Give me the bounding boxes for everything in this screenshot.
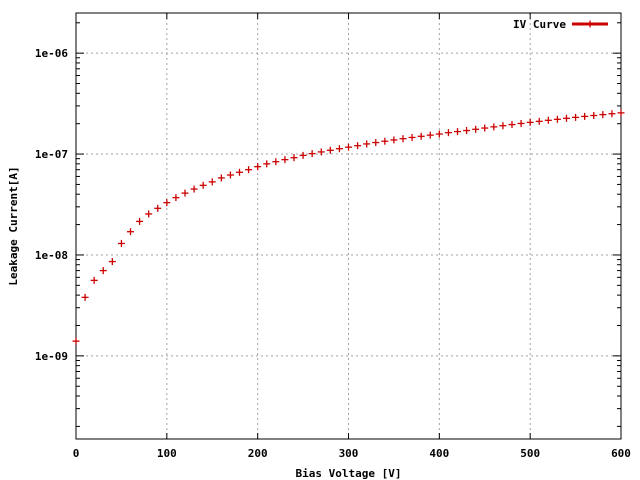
x-tick-label: 400 <box>429 447 449 460</box>
data-point <box>308 150 316 158</box>
x-axis-title: Bias Voltage [V] <box>296 467 402 480</box>
data-point <box>444 129 452 137</box>
data-point <box>363 140 371 148</box>
data-point <box>617 109 625 117</box>
data-point <box>472 125 480 133</box>
data-point <box>381 137 389 145</box>
data-point <box>108 258 116 266</box>
data-point <box>236 168 243 176</box>
y-tick-label: 1e-08 <box>35 249 68 262</box>
data-point <box>535 117 543 125</box>
x-axis-ticks: 0 100 200 300 400 500 600 <box>73 13 631 460</box>
data-point <box>526 118 534 126</box>
data-point <box>490 123 498 131</box>
data-point <box>553 115 561 123</box>
data-point <box>544 116 552 124</box>
data-point <box>290 154 298 162</box>
data-point <box>599 111 607 119</box>
y-axis-title: Leakage Current[A] <box>7 166 20 285</box>
data-point <box>426 131 434 139</box>
y-tick-label: 1e-09 <box>35 350 68 363</box>
data-point <box>181 189 189 197</box>
data-point <box>317 148 325 156</box>
data-point <box>572 113 580 121</box>
x-tick-label: 200 <box>248 447 268 460</box>
data-point <box>117 239 125 247</box>
data-point <box>263 160 271 168</box>
data-point <box>508 121 516 129</box>
data-point <box>72 337 80 345</box>
data-point <box>454 128 461 136</box>
x-tick-label: 500 <box>520 447 540 460</box>
data-point <box>517 119 525 127</box>
data-point <box>281 156 289 164</box>
plot-border <box>75 12 622 440</box>
y-tick-label: 1e-06 <box>35 47 68 60</box>
data-point <box>226 171 234 179</box>
data-point <box>590 112 598 120</box>
data-point <box>326 146 334 154</box>
data-point <box>563 114 570 122</box>
data-point <box>408 133 416 141</box>
data-point <box>172 194 180 202</box>
data-point <box>463 127 471 135</box>
x-tick-label: 300 <box>339 447 359 460</box>
data-point <box>390 136 398 144</box>
data-point <box>163 199 171 207</box>
data-point <box>154 204 162 212</box>
data-point <box>208 178 216 186</box>
data-point <box>145 210 153 218</box>
data-point <box>499 122 507 130</box>
data-point <box>81 293 89 301</box>
data-point <box>354 142 362 150</box>
data-point <box>335 145 343 153</box>
y-tick-label: 1e-07 <box>35 148 68 161</box>
data-point <box>417 132 425 140</box>
data-point <box>481 124 489 132</box>
legend-marker <box>586 20 594 28</box>
data-point <box>99 267 107 275</box>
y-axis-ticks: 1e-09 1e-08 1e-07 1e-06 <box>35 22 621 427</box>
x-tick-label: 0 <box>73 447 80 460</box>
legend-label: IV Curve <box>513 18 566 31</box>
data-point <box>90 276 98 284</box>
data-point <box>136 217 144 225</box>
data-point <box>245 166 253 174</box>
data-point <box>608 110 616 118</box>
data-point <box>127 228 134 236</box>
legend: IV Curve <box>513 18 608 31</box>
data-point <box>399 135 407 143</box>
data-point <box>254 163 262 171</box>
data-point <box>272 158 280 166</box>
data-point <box>217 174 225 182</box>
plot-frame <box>75 12 622 440</box>
grid <box>76 13 621 439</box>
x-tick-label: 600 <box>611 447 631 460</box>
x-tick-label: 100 <box>157 447 177 460</box>
data-point <box>435 130 443 138</box>
data-point <box>199 181 207 189</box>
data-point <box>581 112 589 120</box>
data-points <box>72 109 625 345</box>
data-point <box>190 185 198 193</box>
data-point <box>372 139 380 147</box>
data-point <box>299 151 307 159</box>
data-point <box>345 143 352 151</box>
